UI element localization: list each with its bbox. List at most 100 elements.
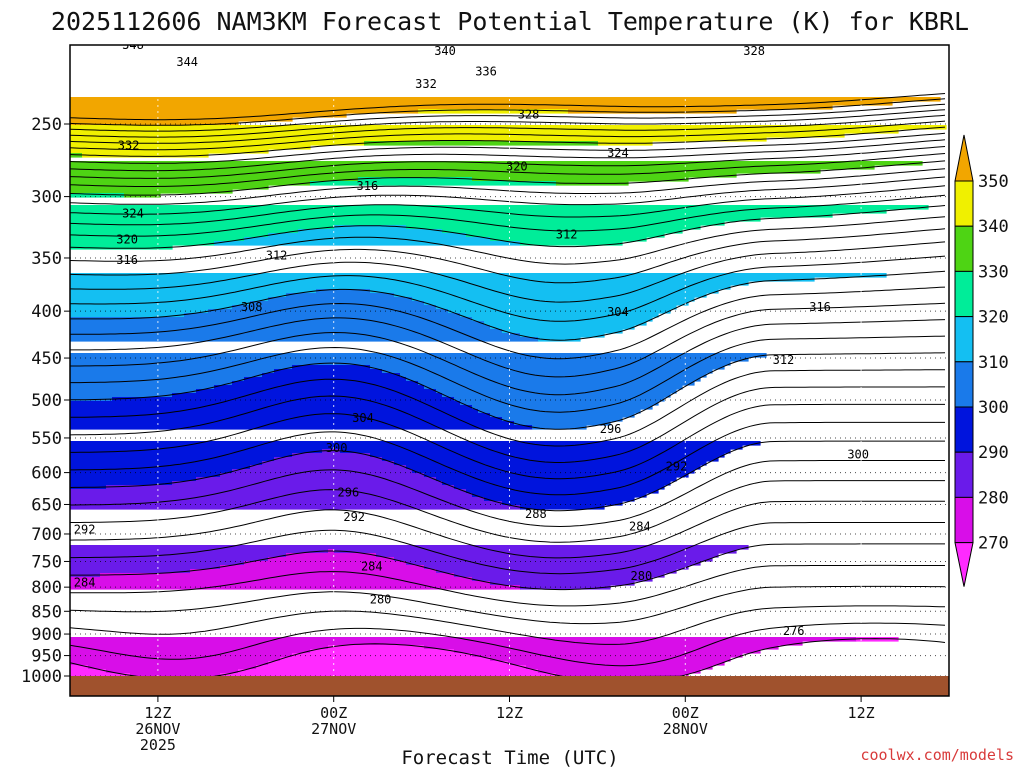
fill-tile xyxy=(472,317,653,322)
contour-label: 316 xyxy=(809,300,831,314)
fill-tile xyxy=(184,313,461,318)
fill-tile xyxy=(70,169,821,174)
colorbar-label: 280 xyxy=(978,488,1009,508)
colorbar-label: 340 xyxy=(978,217,1009,237)
fill-tile xyxy=(70,445,743,450)
fill-tile xyxy=(370,289,719,294)
x-tick-label: 28NOV xyxy=(663,720,708,738)
isotherm-line xyxy=(70,103,946,132)
fill-tile xyxy=(70,209,887,214)
fill-tile xyxy=(70,553,287,558)
fill-tile xyxy=(424,645,779,650)
fill-tile xyxy=(70,653,293,658)
isotherm-line xyxy=(70,168,946,205)
fill-tile xyxy=(70,493,473,498)
fill-tile xyxy=(436,477,677,482)
fill-tile xyxy=(490,325,635,330)
fill-tile xyxy=(526,665,713,670)
contour-label: 312 xyxy=(266,249,288,263)
x-axis-label: Forecast Time (UTC) xyxy=(401,747,618,768)
isotherm-line xyxy=(70,93,946,121)
fill-tile xyxy=(70,557,269,562)
colorbar-swatch xyxy=(954,496,974,544)
fill-tile xyxy=(196,477,437,482)
fill-tile xyxy=(484,321,647,326)
fill-tile xyxy=(484,497,635,502)
fill-tile xyxy=(328,645,425,650)
y-tick-label: 900 xyxy=(31,625,62,645)
fill-tile xyxy=(106,485,455,490)
fill-tile xyxy=(220,673,557,678)
fill-tile xyxy=(70,273,887,278)
fill-tile xyxy=(490,581,635,586)
fill-tile xyxy=(70,373,263,378)
fill-tile xyxy=(172,481,443,486)
fill-tile xyxy=(466,233,665,238)
isotherm-line xyxy=(70,522,945,575)
contour-label: 292 xyxy=(343,510,365,524)
fill-tile xyxy=(70,641,803,646)
fill-tile xyxy=(70,577,473,582)
fill-tile xyxy=(436,305,677,310)
fill-tile xyxy=(70,381,233,386)
fill-tile xyxy=(70,101,893,106)
colorbar-label: 350 xyxy=(978,172,1009,192)
contour-lines xyxy=(70,93,946,678)
contour-label: 320 xyxy=(506,159,528,173)
fill-tile xyxy=(268,557,395,562)
fill-tile xyxy=(424,565,689,570)
isotherm-line xyxy=(70,255,946,322)
contour-label: 296 xyxy=(338,486,360,500)
fill-tile xyxy=(418,381,695,386)
fill-tile xyxy=(172,393,443,398)
colorbar-swatch xyxy=(954,361,974,408)
fill-tile xyxy=(70,121,239,126)
fill-tile xyxy=(532,425,587,430)
fill-tile xyxy=(394,461,707,466)
fill-tile xyxy=(70,205,929,210)
fill-tile xyxy=(70,489,467,494)
fill-tile xyxy=(70,221,725,226)
fill-tile xyxy=(442,393,671,398)
isotherm-line xyxy=(70,228,946,284)
isotherm-line xyxy=(70,132,946,164)
fill-tile xyxy=(112,397,455,402)
contour-label: 332 xyxy=(415,77,437,91)
colorbar-swatch xyxy=(954,270,974,318)
y-tick-label: 400 xyxy=(31,302,62,322)
fill-tile xyxy=(256,665,527,670)
colorbar-swatch xyxy=(954,406,974,453)
fill-tile xyxy=(70,293,287,298)
fill-tile xyxy=(490,413,635,418)
colorbar-over xyxy=(954,134,974,182)
isotherm-line xyxy=(70,153,946,187)
fill-tile xyxy=(70,405,473,410)
isotherm-line xyxy=(70,120,946,151)
fill-tile xyxy=(130,673,221,678)
colorbar: 350 340 330 320 310 300 290 280 270 xyxy=(954,134,1009,587)
fill-tile xyxy=(196,389,437,394)
contour-label: 296 xyxy=(600,422,622,436)
contour-label: 304 xyxy=(352,411,374,425)
y-tick-label: 550 xyxy=(31,429,62,449)
contour-label: 292 xyxy=(666,460,688,474)
fill-tile xyxy=(436,389,677,394)
fill-tile xyxy=(70,309,209,314)
fill-tile xyxy=(232,305,437,310)
fill-tile xyxy=(70,137,767,142)
fill-tile xyxy=(70,353,767,358)
fill-tile xyxy=(190,569,437,574)
fill-tile xyxy=(70,461,263,466)
fill-tile xyxy=(70,125,947,130)
y-tick-label: 950 xyxy=(31,647,62,667)
fill-tile xyxy=(316,289,371,294)
contour-label: 316 xyxy=(116,253,138,267)
isotherm-line xyxy=(70,352,946,430)
fill-tile xyxy=(400,373,707,378)
isotherm-line xyxy=(70,302,946,378)
fill-tile xyxy=(70,365,293,370)
fill-tile xyxy=(406,561,701,566)
fill-tile xyxy=(70,217,761,222)
fill-tile xyxy=(448,309,671,314)
fill-tile xyxy=(70,421,515,426)
